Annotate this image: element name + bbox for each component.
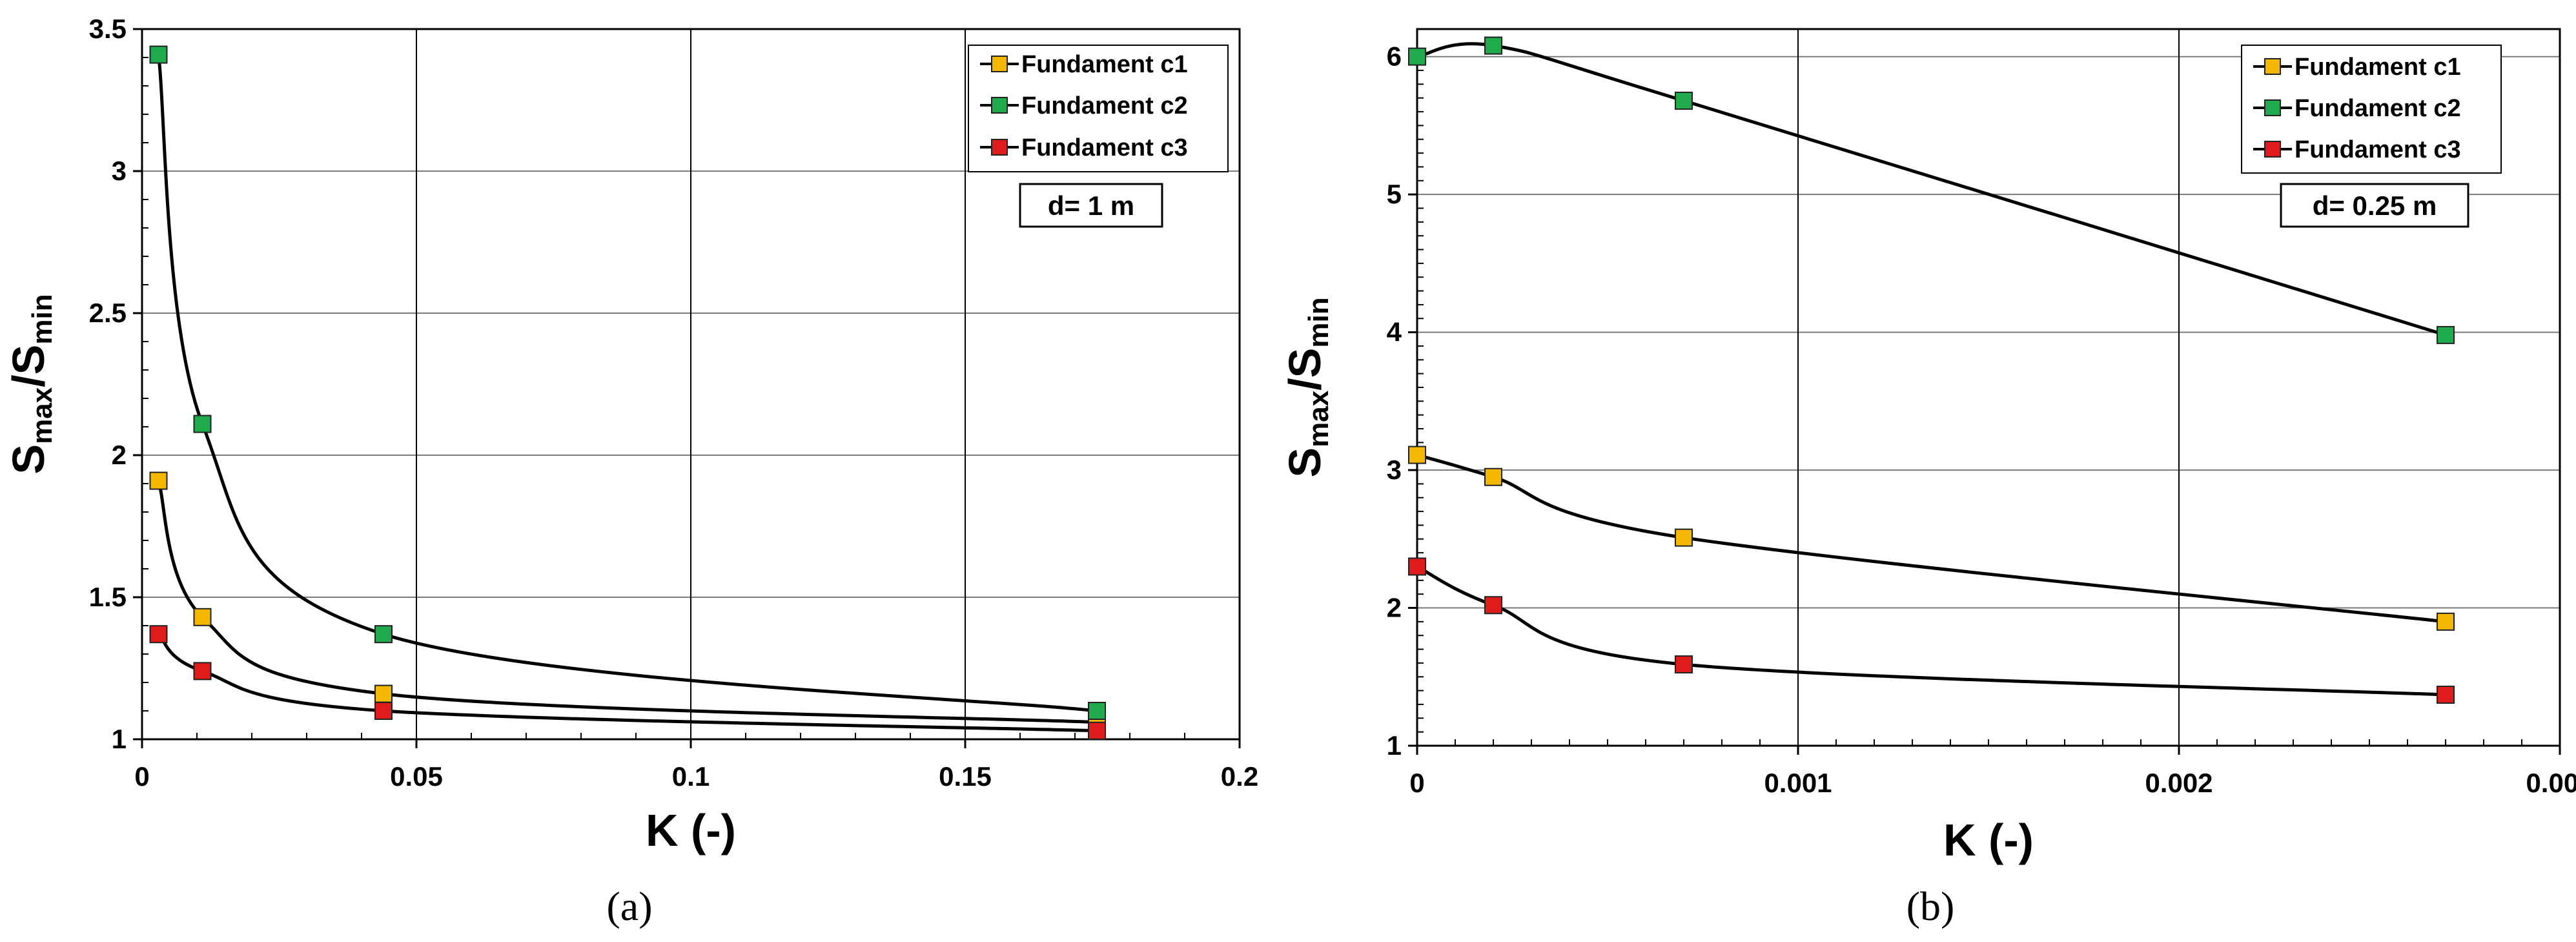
y-tick-label-a-5: 3.5 [89, 14, 127, 44]
legend-a: Fundament c1 Fundament c2 Fundament c3 [968, 45, 1229, 172]
series-layer-a [149, 45, 1106, 740]
legend-item-c1-b: Fundament c1 [2253, 54, 2461, 81]
legend-label-c3-b: Fundament c3 [2295, 136, 2461, 163]
x-tick-label-b-3: 0.003 [2526, 768, 2576, 798]
panel-label-b: (b) [1906, 883, 1955, 929]
legend-marker-c1-b [2264, 58, 2281, 75]
data-point-fundament-c3-a-3 [1088, 721, 1106, 740]
legend-box-a [968, 45, 1229, 172]
x-tick-label-a-2: 0.1 [672, 761, 710, 792]
minor-ticks-a [133, 28, 1241, 748]
y-axis-title-b: Smax/Smin [1280, 297, 1334, 477]
data-point-fundament-c3-b-3 [2437, 686, 2455, 704]
annotation-text-b: d= 0.25 m [2313, 190, 2437, 221]
y-axis-title-a: Smax/Smin [3, 294, 58, 474]
legend-label-c2-a: Fundament c2 [1021, 92, 1188, 119]
data-point-fundament-c2-b-1 [1484, 36, 1502, 55]
y-tick-label-b-5: 6 [1387, 41, 1402, 72]
data-point-fundament-c3-b-0 [1408, 557, 1426, 576]
legend-label-c1-a: Fundament c1 [1021, 51, 1188, 78]
y-axis-title-submax-b: max [1303, 390, 1334, 447]
legend-marker-c2-b [2264, 99, 2281, 116]
data-point-fundament-c1-b-2 [1675, 528, 1693, 547]
legend-marker-c3-a [991, 139, 1008, 156]
data-point-fundament-c2-a-2 [374, 625, 393, 644]
data-point-fundament-c3-b-1 [1484, 596, 1502, 615]
x-tick-label-a-4: 0.2 [1221, 761, 1258, 792]
data-point-fundament-c3-a-2 [374, 702, 393, 720]
legend-label-c3-a: Fundament c3 [1021, 134, 1188, 161]
legend-item-c2-a: Fundament c2 [980, 92, 1188, 119]
plot-frame-a [141, 28, 1241, 741]
data-point-fundament-c2-a-3 [1088, 702, 1106, 720]
x-tick-label-a-0: 0 [134, 761, 149, 792]
y-tick-labels-a: 1 1.5 2 2.5 3 3.5 [89, 14, 127, 754]
panel-label-a: (a) [606, 883, 652, 929]
y-tick-label-b-1: 2 [1387, 593, 1402, 623]
x-axis-title-a: K (-) [646, 805, 736, 855]
legend-b: Fundament c1 Fundament c2 Fundament c3 [2241, 45, 2502, 174]
y-tick-label-b-2: 3 [1387, 455, 1402, 485]
data-point-fundament-c2-a-1 [193, 415, 212, 433]
data-point-fundament-c1-b-1 [1484, 467, 1502, 486]
series-line-fundament-c2-a [157, 54, 1098, 713]
legend-marker-c3-b [2264, 141, 2281, 158]
x-tick-labels-b: 0 0.001 0.002 0.003 [1409, 768, 2576, 798]
data-point-fundament-c1-a-0 [149, 471, 168, 490]
chart-panel-b: 1 2 3 4 5 6 0 0.001 0.002 0.003 Fundament c1 Fun… [1280, 28, 2576, 929]
legend-item-c1-a: Fundament c1 [980, 51, 1188, 78]
y-tick-label-b-4: 5 [1387, 179, 1402, 209]
annotation-b: d= 0.25 m [2280, 183, 2469, 228]
data-point-fundament-c3-b-2 [1675, 655, 1693, 674]
y-tick-label-a-4: 3 [112, 156, 127, 186]
y-axis-title-submax-a: max [26, 387, 58, 444]
series-layer-b [1408, 36, 2455, 704]
data-point-fundament-c2-a-0 [149, 45, 168, 64]
y-axis-title-sep-a: /S [3, 345, 54, 387]
data-point-fundament-c2-b-2 [1675, 92, 1693, 110]
x-tick-label-a-3: 0.15 [939, 761, 992, 792]
y-tick-label-b-3: 4 [1387, 317, 1402, 347]
legend-item-c3-a: Fundament c3 [980, 134, 1188, 161]
data-point-fundament-c1-a-2 [374, 684, 393, 703]
series-line-fundament-c1-a [157, 480, 1098, 724]
data-point-fundament-c2-b-0 [1408, 47, 1426, 66]
x-tick-labels-a: 0 0.05 0.1 0.15 0.2 [134, 761, 1258, 792]
chart-panel-a: 1 1.5 2 2.5 3 3.5 0 0.05 0.1 0.15 0.2 Fundament c… [3, 14, 1258, 929]
y-tick-label-a-0: 1 [112, 724, 127, 754]
y-tick-label-a-3: 2.5 [89, 298, 127, 328]
annotation-box-a [1019, 183, 1163, 228]
legend-label-c2-b: Fundament c2 [2295, 95, 2461, 122]
y-axis-title-submin-b: min [1303, 297, 1334, 347]
legend-item-c2-b: Fundament c2 [2253, 95, 2461, 122]
data-point-fundament-c1-b-0 [1408, 445, 1426, 464]
x-tick-label-b-1: 0.001 [1764, 768, 1832, 798]
data-point-fundament-c1-a-1 [193, 608, 212, 626]
data-point-fundament-c1-b-3 [2437, 612, 2455, 631]
data-point-fundament-c3-a-1 [193, 662, 212, 681]
x-axis-title-b: K (-) [1943, 815, 2034, 865]
y-tick-label-a-1: 1.5 [89, 582, 127, 612]
legend-marker-c2-a [991, 97, 1008, 114]
legend-label-c1-b: Fundament c1 [2295, 54, 2461, 81]
y-axis-title-sep-b: /S [1280, 348, 1330, 391]
annotation-a: d= 1 m [1019, 183, 1163, 228]
legend-marker-c1-a [991, 56, 1008, 72]
x-tick-label-b-0: 0 [1409, 768, 1424, 798]
y-axis-title-main-b: S [1280, 447, 1330, 478]
x-tick-label-a-1: 0.05 [390, 761, 443, 792]
x-tick-label-b-2: 0.002 [2145, 768, 2213, 798]
legend-item-c3-b: Fundament c3 [2253, 136, 2461, 163]
y-tick-label-b-0: 1 [1387, 730, 1402, 761]
y-tick-labels-b: 1 2 3 4 5 6 [1387, 41, 1402, 761]
y-tick-label-a-2: 2 [112, 440, 127, 470]
data-point-fundament-c2-b-3 [2437, 325, 2455, 344]
y-axis-title-main-a: S [3, 444, 54, 475]
plot-frame-b [1416, 28, 2561, 747]
data-point-fundament-c3-a-0 [149, 625, 168, 644]
y-axis-title-submin-a: min [26, 294, 58, 344]
annotation-box-b [2280, 183, 2469, 228]
annotation-text-a: d= 1 m [1048, 190, 1134, 221]
